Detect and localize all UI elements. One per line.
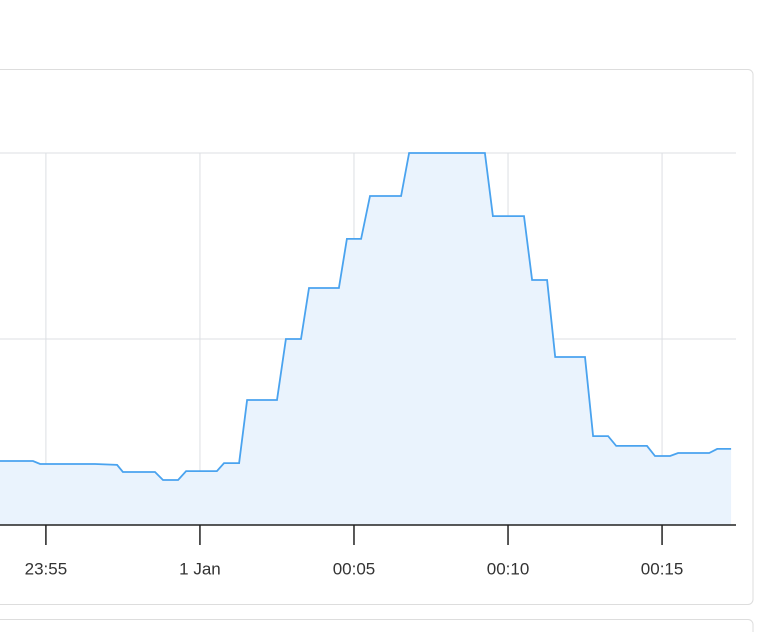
x-tick-label: 23:55 bbox=[25, 559, 68, 578]
x-tick-label: 00:10 bbox=[487, 559, 530, 578]
x-tick-label: 00:05 bbox=[333, 559, 376, 578]
area bbox=[0, 153, 732, 525]
line bbox=[0, 152, 732, 481]
x-tick-label: 1 Jan bbox=[179, 559, 221, 578]
panel bbox=[0, 619, 754, 632]
x-tick-label: 00:15 bbox=[641, 559, 684, 578]
